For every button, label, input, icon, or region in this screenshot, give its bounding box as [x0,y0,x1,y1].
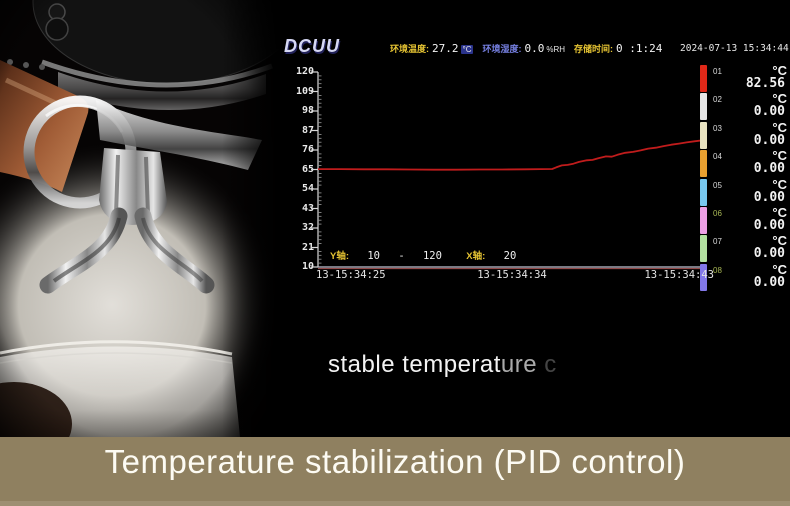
channel-value: 0.00 [753,161,785,177]
channel-number: 05 [713,180,722,190]
channel-row-04: 04 °C 0.00 [700,148,790,178]
temperature-logger-screen: DCUU 环境温度: 27.2 °C 环境湿度: 0.0 %RH 存储时间: 0… [280,0,790,440]
humidity-value: 0.0 [524,42,545,55]
temperature-trace [318,139,703,171]
y-axis-max: 120 [422,250,442,262]
channel-row-08: 08 °C 0.00 [700,261,790,291]
typing-text-dim: c [537,351,557,378]
channel-unit: °C [772,63,787,78]
typing-text-bright: stable temperat [328,351,501,378]
x-tick-middle: 13-15:34:34 [477,269,547,281]
channel-number: 07 [713,237,722,247]
ambient-temp-label: 环境温度: [390,44,429,54]
channel-number: 04 [713,152,722,162]
espresso-portafilter-illustration [0,0,304,470]
channel-value: 0.00 [753,274,785,290]
channel-unit: °C [772,176,787,192]
y-tick-label: 43 [301,202,314,214]
channel-color-bar [700,178,707,206]
channel-row-05: 05 °C 0.00 [700,176,790,206]
storage-time-label: 存储时间: [574,44,614,54]
channel-color-bar [700,235,707,263]
channel-number: 01 [713,67,722,76]
caption-bottom-strip [0,501,790,506]
y-tick-label: 109 [295,85,314,97]
channel-row-01: 01 °C 82.56 [700,63,790,92]
channel-number: 03 [713,123,722,133]
typing-text-mid: ure [500,351,538,378]
channel-number: 02 [713,95,722,105]
y-tick-label: 10 [301,261,314,272]
y-axis-config-label: Y轴: [330,251,350,262]
typing-overlay-text: stable temperature c [328,351,557,379]
channel-color-bar [700,263,707,291]
caption-text: Temperature stabilization (PID control) [104,443,686,480]
product-photo [0,0,304,470]
ambient-temp-unit: °C [460,45,474,54]
y-tick-label: 87 [301,124,314,136]
channel-row-03: 03 °C 0.00 [700,119,790,149]
y-tick-label: 54 [301,183,314,194]
channel-number: 08 [713,265,722,275]
channel-row-02: 02 °C 0.00 [700,91,790,121]
datetime: 2024-07-13 15:34:44 [680,43,789,54]
channel-color-bar [700,65,707,92]
y-tick-label: 65 [301,163,314,175]
y-axis-labels: 120 109 98 87 76 65 54 43 32 21 10 [280,66,314,277]
y-tick-label: 32 [301,222,314,233]
channel-value: 0.00 [753,246,785,262]
channel-row-07: 07 °C 0.00 [700,233,790,263]
channel-unit: °C [772,233,787,249]
humidity-label: 环境湿度: [482,44,522,54]
ambient-temp-value: 27.2 [432,42,459,55]
y-tick-label: 21 [301,241,314,253]
y-tick-label: 98 [301,105,314,116]
channel-number: 06 [713,209,722,218]
temperature-line-chart [311,71,703,270]
channel-row-06: 06 °C 0.00 [700,205,790,234]
channel-unit: °C [772,205,787,220]
channel-value: 0.00 [753,104,785,120]
y-axis-min: 10 [367,250,380,262]
logger-header: 环境温度: 27.2 °C 环境湿度: 0.0 %RH 存储时间: 0 :1:2… [390,42,664,55]
channel-unit: °C [772,261,787,277]
x-axis-config-label: X轴: [466,251,486,262]
channel-color-bar [700,150,707,178]
channel-value: 0.00 [753,189,785,205]
channel-unit: °C [772,148,787,164]
channel-unit: °C [772,91,787,107]
channel-color-bar [700,121,707,149]
x-axis-span: 20 [503,250,517,262]
channel-value: 82.56 [745,76,785,91]
channel-value: 0.00 [753,218,785,233]
channel-list: 01 °C 82.56 02 °C 0.00 03 °C 0.00 04 °C 0.00 05 °C 0.0… [700,63,790,292]
caption-band: Temperature stabilization (PID control) [0,437,790,506]
channel-unit: °C [772,119,787,135]
x-tick-end: 13-15:34:43 [644,269,714,281]
y-tick-label: 76 [301,144,314,155]
y-range-dash: - [398,250,405,262]
y-tick-label: 120 [295,66,314,77]
channel-color-bar [700,93,707,121]
humidity-unit: %RH [546,45,566,54]
x-tick-start: 13-15:34:25 [316,269,386,281]
storage-time-value: 0 :1:24 [616,42,663,55]
dcuu-logo: DCUU [284,36,340,56]
axis-config: Y轴: 10 - 120 X轴: 20 [330,248,516,262]
channel-color-bar [700,207,707,234]
channel-value: 0.00 [753,132,785,148]
